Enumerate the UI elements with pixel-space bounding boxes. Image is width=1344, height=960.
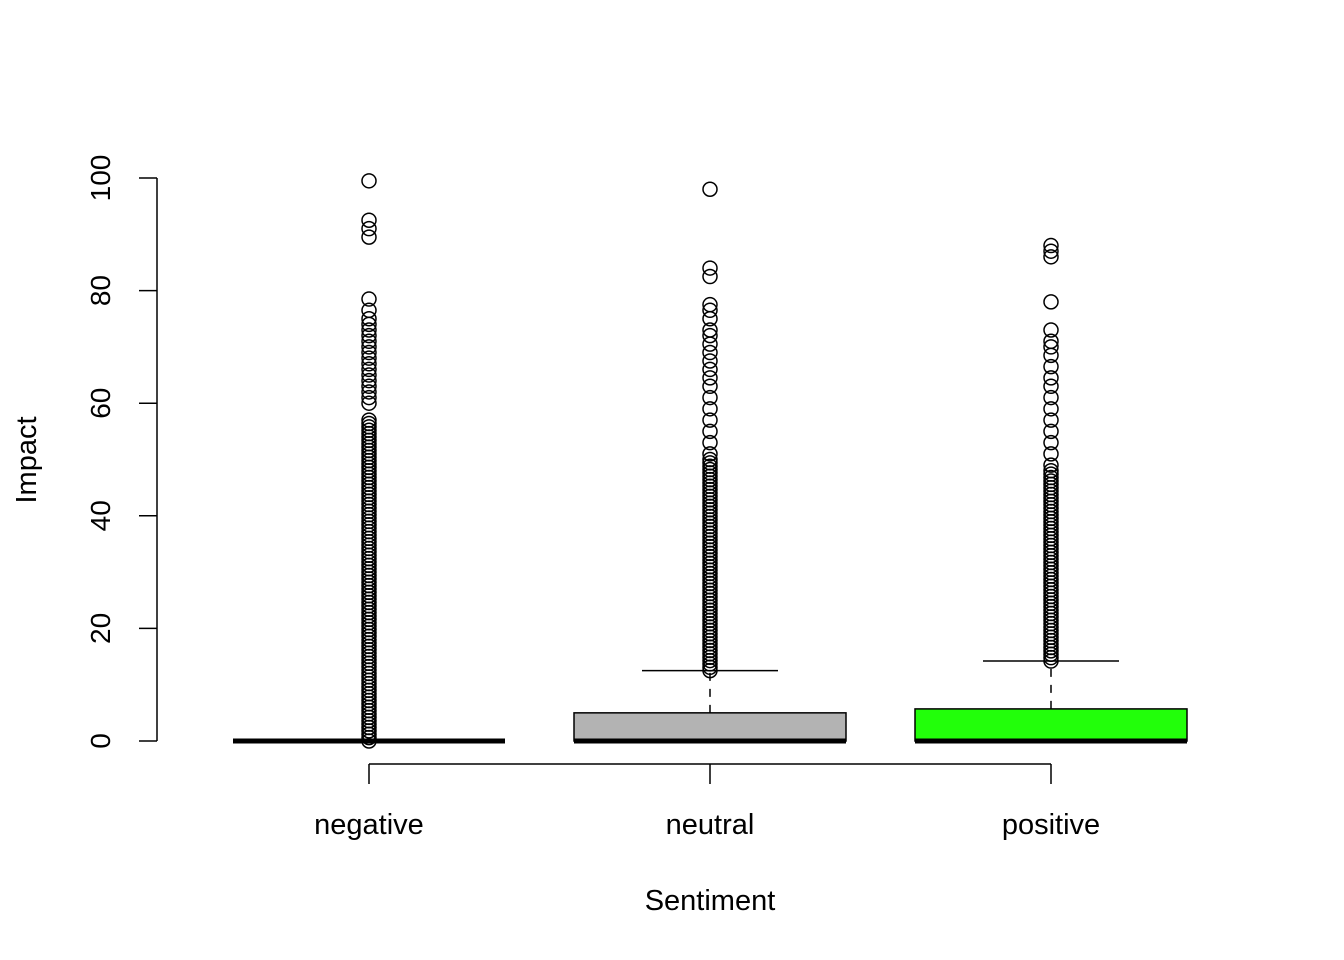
- outlier-point: [702, 327, 718, 344]
- outlier-point: [361, 212, 377, 228]
- outlier-point: [702, 322, 718, 338]
- outlier-point: [361, 422, 377, 438]
- y-tick-label: 0: [85, 733, 116, 749]
- outlier-point: [702, 423, 718, 440]
- outlier-point: [361, 356, 377, 372]
- x-axis: negative neutral positive: [314, 763, 1100, 841]
- outlier-point: [702, 361, 718, 378]
- y-tick-label: 100: [85, 155, 116, 202]
- outlier-point: [1043, 412, 1059, 428]
- outlier-point: [361, 350, 377, 366]
- outlier-point: [702, 389, 718, 406]
- outlier-point: [702, 353, 718, 369]
- outlier-point: [361, 322, 377, 338]
- outlier-point: [361, 412, 377, 428]
- outlier-point: [361, 229, 377, 245]
- outlier-point: [1043, 473, 1059, 489]
- outlier-point: [361, 173, 377, 189]
- outlier-point: [361, 333, 377, 350]
- outlier-point: [361, 291, 377, 307]
- x-axis-title: Sentiment: [645, 885, 776, 917]
- outlier-point: [1043, 294, 1059, 310]
- outlier-point: [1043, 243, 1059, 259]
- outlier-point: [702, 458, 718, 474]
- outlier-point: [702, 455, 718, 471]
- outlier-point: [361, 378, 377, 395]
- outlier-point: [1043, 457, 1059, 473]
- outlier-point: [702, 401, 718, 417]
- boxes: [233, 173, 1188, 749]
- outlier-point: [1043, 466, 1059, 482]
- outlier-point: [361, 327, 377, 344]
- outlier-point: [702, 451, 718, 468]
- outlier-point: [702, 461, 718, 478]
- outlier-point: [702, 446, 718, 462]
- outlier-point: [1043, 249, 1059, 265]
- outlier-point: [702, 268, 718, 285]
- outlier-point: [702, 296, 718, 313]
- outlier-point: [1043, 434, 1059, 451]
- outlier-point: [361, 367, 377, 383]
- outlier-point: [361, 419, 377, 435]
- category-label-neutral: neutral: [666, 809, 755, 841]
- outlier-point: [702, 378, 718, 395]
- y-axis: 0 20 40 60 80 100: [85, 155, 158, 749]
- outlier-point: [1043, 469, 1059, 486]
- outlier-point: [702, 344, 718, 361]
- outlier-point: [1043, 389, 1059, 406]
- outlier-point: [1043, 401, 1059, 417]
- y-tick-label: 80: [85, 275, 116, 306]
- outlier-point: [702, 336, 718, 352]
- y-axis-title: Impact: [11, 416, 43, 503]
- outlier-point: [1043, 358, 1059, 375]
- box-negative: [233, 173, 505, 749]
- outlier-point: [702, 260, 718, 276]
- category-label-positive: positive: [1002, 809, 1100, 841]
- outlier-point: [1043, 333, 1059, 350]
- box-rect: [573, 712, 847, 742]
- outlier-point: [361, 395, 377, 411]
- outlier-point: [361, 302, 377, 319]
- outlier-point: [1043, 322, 1059, 338]
- outlier-point: [361, 220, 377, 237]
- outlier-point: [361, 361, 377, 378]
- outlier-point: [361, 311, 377, 327]
- outlier-point: [1043, 423, 1059, 440]
- box-neutral: [573, 181, 847, 744]
- outlier-point: [1043, 339, 1059, 355]
- outlier-point: [361, 389, 377, 406]
- outlier-point: [361, 339, 377, 355]
- outlier-point: [361, 344, 377, 361]
- category-label-negative: negative: [314, 809, 424, 841]
- y-tick-label: 60: [85, 388, 116, 419]
- outlier-point: [361, 384, 377, 400]
- y-tick-label: 20: [85, 613, 116, 644]
- outlier-point: [361, 372, 377, 389]
- outlier-point: [1043, 378, 1059, 395]
- outlier-point: [1043, 237, 1059, 254]
- outlier-point: [702, 412, 718, 428]
- box-rect: [914, 708, 1188, 742]
- outlier-point: [1043, 370, 1059, 386]
- outlier-point: [702, 181, 718, 198]
- outlier-point: [702, 370, 718, 386]
- outlier-point: [1043, 446, 1059, 462]
- box-positive: [914, 237, 1188, 744]
- outlier-point: [702, 434, 718, 451]
- outlier-point: [361, 415, 377, 432]
- outlier-point: [702, 302, 718, 319]
- y-tick-label: 40: [85, 500, 116, 531]
- outlier-point: [1043, 463, 1059, 479]
